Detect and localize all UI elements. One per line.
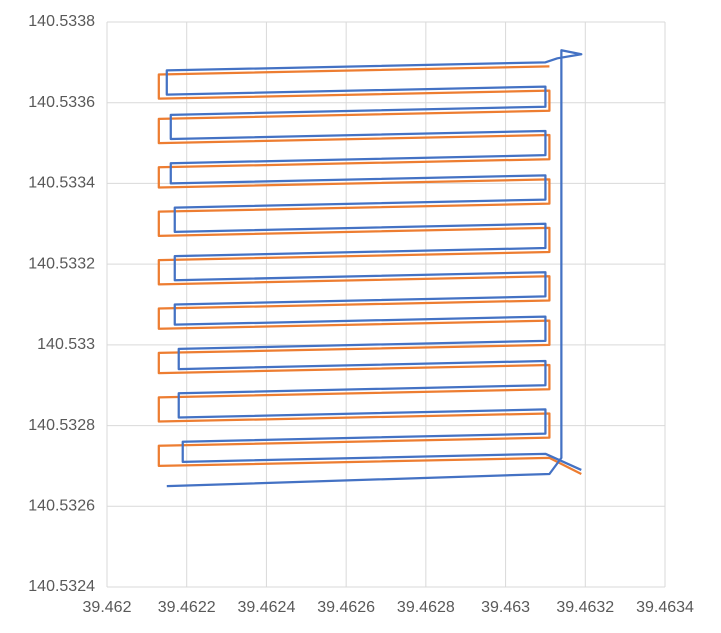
y-tick-label: 140.5328 (28, 417, 95, 434)
x-tick-label: 39.463 (481, 599, 530, 616)
x-tick-label: 39.4632 (556, 599, 614, 616)
series-line (157, 65, 582, 476)
y-tick-label: 140.5338 (28, 13, 95, 30)
y-tick-label: 140.5332 (28, 255, 95, 272)
x-tick-label: 39.4626 (317, 599, 375, 616)
y-tick-label: 140.5326 (28, 498, 95, 515)
x-tick-label: 39.462 (83, 599, 132, 616)
series-line (165, 49, 583, 488)
y-tick-label: 140.5334 (28, 175, 95, 192)
y-tick-label: 140.5324 (28, 578, 95, 595)
x-tick-label: 39.4622 (158, 599, 216, 616)
x-tick-label: 39.4624 (238, 599, 296, 616)
x-tick-label: 39.4634 (636, 599, 694, 616)
x-tick-label: 39.4628 (397, 599, 455, 616)
y-tick-label: 140.533 (37, 336, 95, 353)
y-tick-label: 140.5336 (28, 94, 95, 111)
